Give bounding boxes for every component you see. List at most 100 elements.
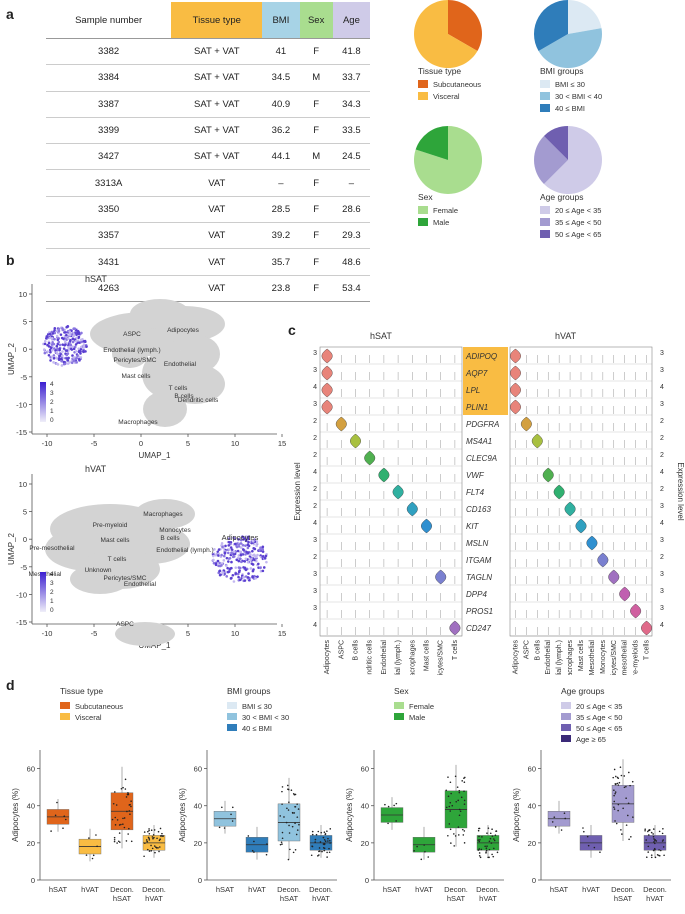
- data-point: [247, 835, 250, 837]
- data-point: [629, 784, 631, 787]
- y-tick-label: 2: [660, 452, 664, 459]
- data-point: [647, 830, 649, 833]
- data-point: [326, 851, 328, 854]
- data-point: [593, 846, 596, 849]
- cell-cluster: [143, 391, 187, 427]
- data-point: [265, 853, 268, 856]
- cell-point: [263, 556, 267, 560]
- cell-point: [255, 559, 258, 563]
- y-tick-label: -10: [16, 590, 27, 599]
- y-axis-label: Expression level: [676, 462, 685, 520]
- violin-shape: [335, 416, 347, 432]
- x-tick-label: hVAT: [312, 894, 330, 903]
- data-point: [147, 836, 150, 839]
- cell-point: [75, 361, 78, 364]
- cell-point: [247, 572, 250, 575]
- data-point: [128, 827, 130, 830]
- cell-point: [262, 566, 266, 569]
- data-point: [450, 842, 452, 844]
- data-point: [294, 805, 297, 808]
- cell-point: [42, 348, 46, 351]
- data-point: [287, 858, 290, 861]
- data-point: [92, 854, 95, 857]
- violin-shape: [564, 501, 576, 517]
- data-point: [327, 837, 329, 840]
- cell-point: [47, 341, 51, 345]
- data-point: [64, 818, 67, 821]
- cell-point: [82, 345, 86, 349]
- x-tick-label: Decon.: [476, 885, 500, 894]
- cell-point: [53, 331, 57, 335]
- data-point: [427, 856, 430, 858]
- cell-point: [217, 554, 220, 557]
- cell-point: [228, 556, 232, 560]
- data-point: [153, 845, 156, 847]
- gene-label: CD163: [466, 505, 491, 514]
- table-cell: 24.5: [332, 143, 370, 171]
- data-point: [486, 832, 488, 834]
- cell-point: [79, 356, 83, 359]
- y-tick-label: 40: [361, 802, 369, 811]
- cluster-label: B cells: [160, 535, 180, 542]
- y-tick-label: 4: [660, 469, 664, 476]
- data-point: [616, 782, 619, 785]
- cell-point: [220, 553, 223, 557]
- y-tick-label: 3: [660, 350, 664, 357]
- data-point: [658, 830, 661, 833]
- table-header: Tissue type: [171, 2, 263, 39]
- pie-legend-item: 30 < BMI < 40: [555, 92, 602, 101]
- x-tick-label: Decon.: [277, 885, 301, 894]
- table-row: 3357 VAT 39.2 F 29.3: [46, 222, 370, 250]
- data-point: [128, 810, 131, 812]
- y-tick-label: 3: [660, 367, 664, 374]
- cell-point: [247, 540, 250, 544]
- legend-swatch: [561, 702, 571, 709]
- y-tick-label: 3: [313, 401, 317, 408]
- cell-point: [56, 342, 60, 346]
- legend-title: BMI groups: [227, 686, 270, 696]
- data-point: [116, 819, 119, 821]
- legend-item: 20 ≤ Age < 35: [576, 702, 622, 711]
- cell-point: [244, 557, 248, 561]
- cell-point: [218, 569, 221, 573]
- cell-point: [52, 361, 55, 364]
- data-point: [96, 845, 98, 848]
- legend-swatch: [540, 230, 550, 238]
- y-tick-label: 20: [194, 839, 202, 848]
- data-point: [461, 828, 464, 831]
- data-point: [322, 836, 325, 839]
- x-tick-label: hSAT: [49, 885, 68, 894]
- cell-point: [50, 343, 54, 346]
- data-point: [652, 833, 654, 835]
- y-tick-label: -5: [20, 373, 27, 382]
- data-point: [281, 843, 283, 845]
- legend-title: Tissue type: [60, 686, 103, 696]
- data-point: [650, 831, 653, 834]
- cell-point: [75, 356, 79, 360]
- cell-point: [58, 343, 62, 347]
- data-point: [449, 810, 452, 812]
- cell-point: [219, 573, 222, 576]
- data-point: [653, 847, 656, 850]
- table-row: 3431 VAT 35.7 F 48.6: [46, 248, 370, 276]
- data-point: [480, 848, 483, 851]
- cell-point: [249, 558, 252, 562]
- gene-label: PDGFRA: [466, 420, 499, 429]
- legend-swatch: [418, 218, 428, 226]
- table-cell: F: [299, 117, 333, 145]
- data-point: [617, 803, 620, 806]
- data-point: [485, 852, 487, 854]
- data-point: [493, 839, 496, 842]
- x-tick-label: -10: [42, 629, 53, 638]
- data-point: [143, 855, 145, 858]
- x-tick-label: Decon.: [142, 885, 166, 894]
- data-point: [486, 845, 488, 847]
- data-point: [617, 777, 620, 780]
- data-point: [253, 851, 255, 853]
- cell-point: [43, 351, 47, 355]
- data-point: [495, 830, 497, 832]
- data-point: [143, 831, 146, 833]
- cell-point: [231, 555, 235, 559]
- hsat-frame: [319, 346, 463, 637]
- cluster-label: B cells: [174, 393, 194, 400]
